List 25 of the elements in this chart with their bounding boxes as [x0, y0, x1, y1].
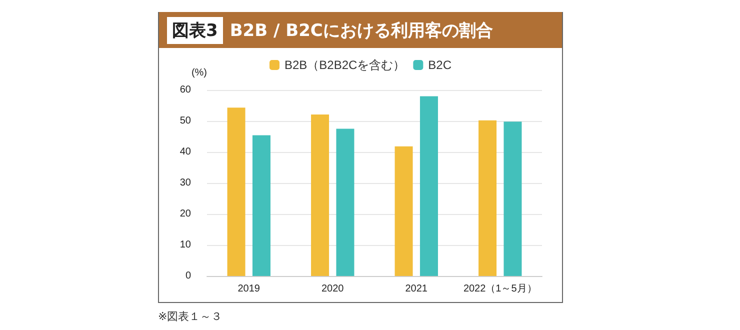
y-tick-label: 50 [180, 116, 192, 126]
y-tick-label: 30 [180, 178, 192, 188]
x-tick-label: 2020 [322, 284, 344, 294]
legend-label: B2C [428, 58, 452, 72]
y-tick-label: 0 [185, 270, 192, 282]
bar [311, 114, 330, 276]
y-axis-title: (%) [191, 68, 207, 78]
chart-title: 図表3 [167, 16, 223, 44]
bar [252, 135, 270, 276]
text: ※図表１～３ [158, 309, 222, 324]
y-tick-label: 20 [180, 208, 192, 220]
y-tick-label: 40 [180, 146, 192, 158]
bar [504, 122, 522, 276]
y-tick-label: 10 [180, 240, 192, 250]
y-tick-label: 60 [180, 84, 192, 96]
bar [227, 108, 246, 276]
bar [394, 146, 413, 276]
x-tick-label: 2022（1～5月） [463, 284, 537, 294]
legend-label: B2B（B2B2Cを含む） [284, 58, 406, 72]
x-tick-label: 2019 [238, 284, 260, 294]
chart-subtitle: B2B / B2Cにおける利用客の割合 [230, 20, 493, 42]
x-tick-label: 2021 [405, 284, 428, 294]
bar [420, 96, 438, 276]
bar [336, 128, 354, 276]
bar [478, 120, 497, 276]
